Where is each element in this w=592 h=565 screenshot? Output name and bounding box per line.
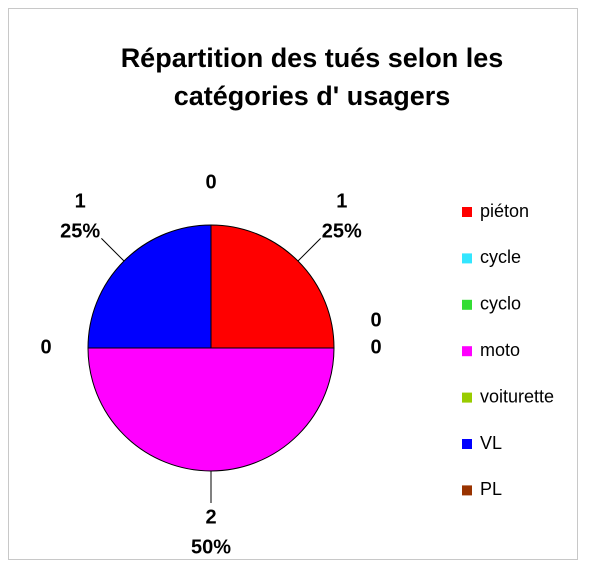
pie-slice (87, 347, 335, 472)
frame (8, 8, 578, 560)
data-label: 0 (370, 336, 381, 358)
data-label: 0 (370, 309, 381, 331)
pie-slice (87, 224, 212, 349)
chart-title: Répartition des tués selon les (121, 43, 504, 73)
legend-label: cycle (480, 247, 521, 267)
leader-line (101, 238, 125, 262)
data-label: 0 (40, 336, 51, 358)
percent-label: 50% (191, 536, 231, 558)
leader-line (297, 238, 321, 262)
chart-title: catégories d' usagers (174, 81, 451, 111)
legend-label: voiturette (480, 386, 554, 406)
percent-label: 25% (60, 220, 100, 242)
data-label: 1 (336, 190, 347, 212)
pie-slice (210, 224, 335, 349)
legend-swatch (462, 299, 472, 310)
legend-swatch (462, 207, 472, 217)
legend-label: VL (480, 433, 502, 453)
legend-swatch (462, 392, 472, 403)
legend-swatch (462, 346, 472, 357)
legend-label: PL (480, 479, 502, 499)
data-label: 2 (205, 506, 216, 528)
data-label: 0 (205, 171, 216, 193)
legend-swatch (462, 439, 472, 449)
legend-label: piéton (480, 201, 529, 221)
legend-label: moto (480, 340, 520, 360)
percent-label: 25% (322, 220, 362, 242)
legend-label: cyclo (480, 294, 521, 314)
legend-swatch (462, 253, 472, 264)
legend-swatch (462, 485, 472, 496)
data-label: 1 (75, 190, 86, 212)
